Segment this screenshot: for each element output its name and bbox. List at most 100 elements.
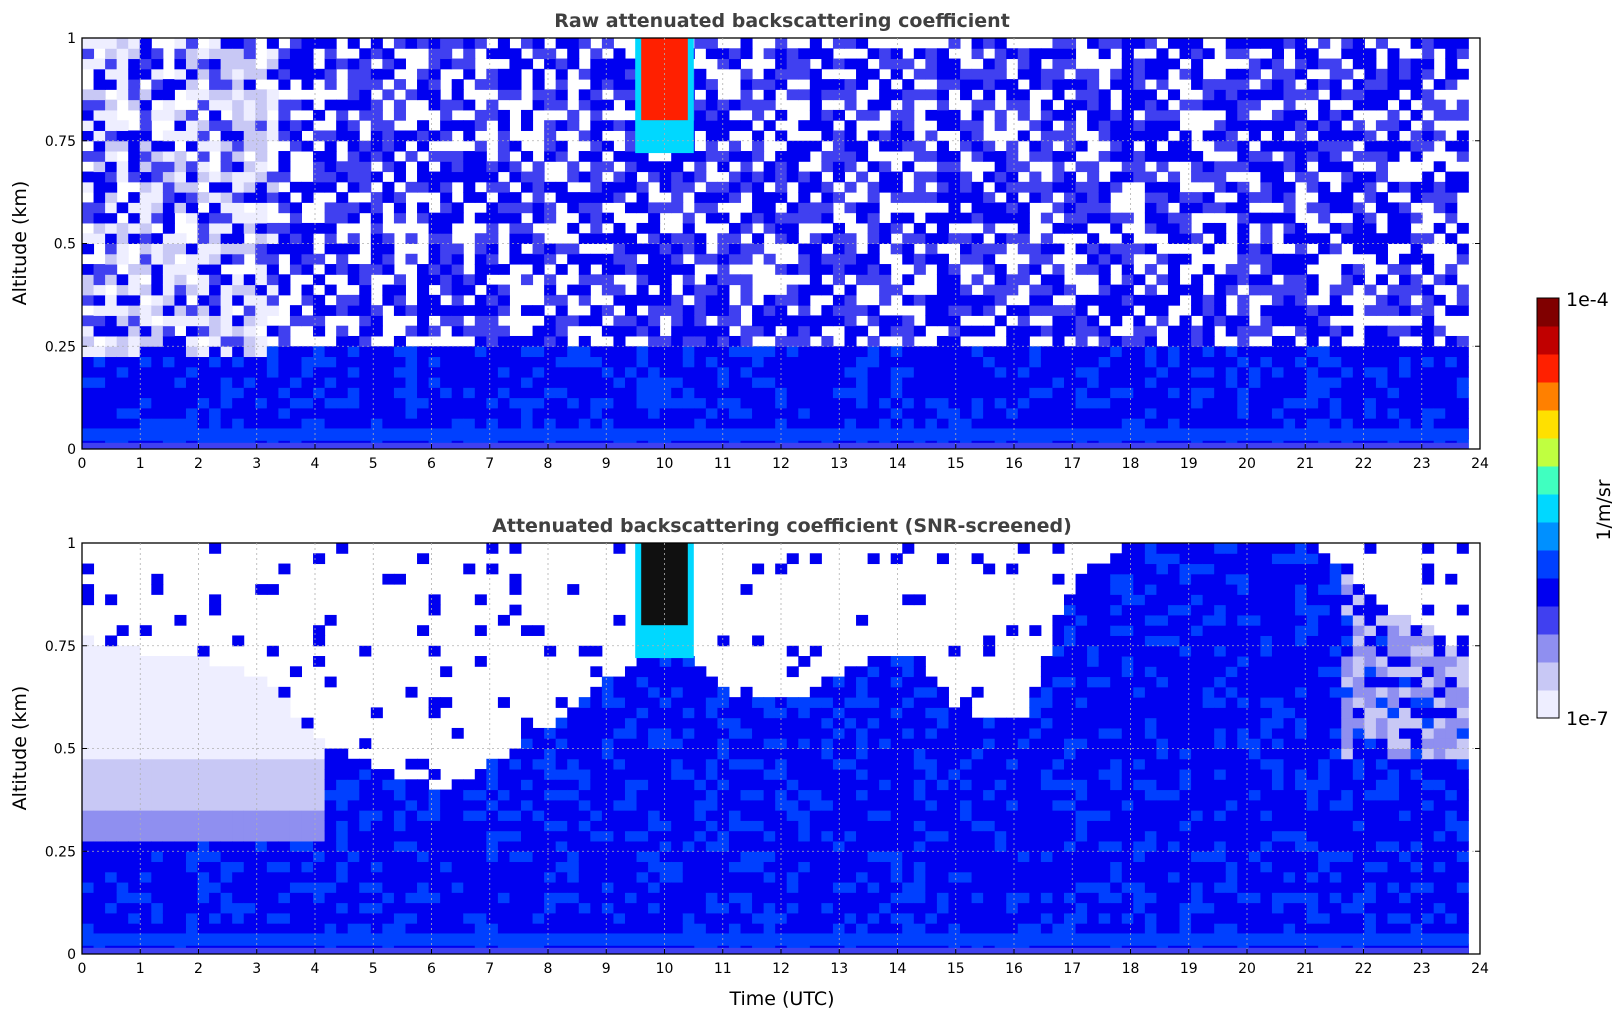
heatmap-cell [1006, 233, 1019, 244]
heatmap-cell [116, 397, 129, 409]
heatmap-cell [1040, 68, 1053, 80]
heatmap-cell [983, 38, 996, 49]
heatmap-cell [474, 902, 487, 914]
heatmap-cell [648, 387, 661, 399]
heatmap-cell [590, 305, 603, 316]
heatmap-cell [821, 109, 834, 121]
x-tick-label: 9 [602, 456, 611, 472]
heatmap-cell [624, 366, 638, 378]
heatmap-cell [324, 58, 337, 70]
heatmap-cell [151, 912, 164, 924]
heatmap-cell [174, 68, 187, 80]
y-tick-label: 0 [67, 442, 76, 458]
heatmap-cell [1144, 222, 1157, 234]
heatmap-cell [1202, 202, 1215, 214]
heatmap-cell [613, 697, 626, 708]
heatmap-cell [232, 820, 245, 832]
heatmap-cell [128, 151, 141, 162]
heatmap-cell [451, 830, 464, 842]
heatmap-cell [451, 264, 464, 275]
heatmap-cell [1306, 151, 1319, 162]
heatmap-cell [856, 140, 869, 152]
heatmap-cell [174, 717, 187, 729]
heatmap-cell [694, 120, 707, 131]
heatmap-cell [232, 882, 245, 893]
heatmap-cell [624, 79, 638, 90]
heatmap-cell [197, 89, 210, 101]
heatmap-cell [232, 192, 245, 203]
heatmap-cell [1098, 274, 1111, 286]
heatmap-cell [151, 274, 164, 286]
heatmap-cell [266, 264, 279, 275]
heatmap-cell [1445, 264, 1458, 275]
heatmap-cell [324, 769, 337, 780]
heatmap-cell [567, 58, 580, 70]
heatmap-cell [1006, 171, 1019, 183]
heatmap-cell [1063, 397, 1077, 409]
heatmap-cell [209, 120, 222, 131]
heatmap-cell [567, 366, 580, 378]
heatmap-cell [1341, 305, 1354, 316]
heatmap-cell [105, 58, 118, 70]
heatmap-cell [1341, 407, 1354, 419]
heatmap-cell [567, 923, 580, 934]
heatmap-cell [289, 912, 303, 924]
heatmap-cell [1329, 407, 1342, 419]
heatmap-cell [451, 902, 464, 914]
heatmap-cell [832, 387, 845, 399]
heatmap-cell [301, 58, 314, 70]
heatmap-cell [856, 325, 869, 337]
heatmap-cell [116, 377, 129, 388]
heatmap-cell [151, 851, 164, 863]
heatmap-cell [1341, 222, 1354, 234]
heatmap-cell [463, 902, 476, 914]
heatmap-cell [382, 830, 395, 842]
heatmap-cell [1121, 407, 1134, 419]
heatmap-cell [209, 58, 222, 70]
heatmap-cell [1214, 356, 1227, 368]
heatmap-cell [417, 923, 430, 934]
heatmap-cell [567, 253, 580, 265]
heatmap-cell [809, 356, 822, 368]
heatmap-cell [624, 769, 638, 780]
heatmap-cell [671, 305, 684, 316]
heatmap-cell [694, 99, 707, 111]
heatmap-cell [1121, 120, 1134, 131]
heatmap-cell [1029, 253, 1042, 265]
heatmap-cell [162, 315, 175, 327]
heatmap-cell [174, 356, 187, 368]
heatmap-cell [105, 315, 118, 327]
heatmap-cell [578, 202, 591, 214]
heatmap-cell [601, 274, 614, 286]
heatmap-cell [474, 253, 487, 265]
heatmap-cell [555, 738, 568, 749]
heatmap-cell [694, 315, 707, 327]
heatmap-cell [936, 418, 949, 429]
heatmap-cell [266, 366, 279, 378]
heatmap-cell [636, 192, 649, 203]
heatmap-cell [370, 264, 383, 275]
heatmap-cell [786, 397, 799, 409]
heatmap-cell [1295, 140, 1308, 152]
heatmap-cell [93, 356, 106, 368]
heatmap-cell [590, 697, 603, 708]
heatmap-cell [1271, 171, 1285, 183]
heatmap-cell [370, 820, 383, 832]
heatmap-cell [266, 697, 279, 708]
heatmap-cell [266, 892, 279, 904]
heatmap-cell [1248, 346, 1261, 358]
heatmap-cell [185, 697, 199, 708]
heatmap-cell [786, 233, 799, 244]
heatmap-cell [590, 882, 603, 893]
heatmap-cell [451, 315, 464, 327]
heatmap-cell [128, 748, 141, 760]
heatmap-cell [116, 274, 129, 286]
heatmap-cell [1399, 99, 1412, 111]
heatmap-cell [105, 356, 118, 368]
heatmap-cell [255, 346, 268, 358]
heatmap-cell [752, 305, 765, 316]
heatmap-cell [474, 789, 487, 801]
heatmap-cell [1399, 284, 1412, 296]
heatmap-cell [1341, 161, 1354, 173]
heatmap-cell [936, 58, 949, 70]
